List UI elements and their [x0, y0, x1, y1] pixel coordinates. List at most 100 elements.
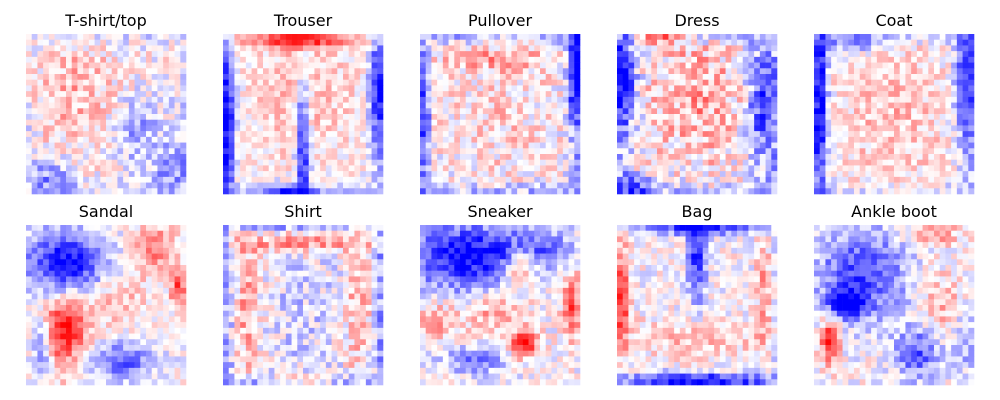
heatmap-cell: [331, 176, 338, 183]
heatmap-cell: [94, 182, 101, 189]
heatmap-cell: [134, 339, 141, 346]
heatmap-cell: [134, 276, 141, 283]
heatmap-cell: [268, 56, 275, 63]
heatmap-cell: [174, 79, 181, 86]
heatmap-cell: [465, 91, 472, 98]
heatmap-cell: [245, 51, 252, 58]
heatmap-cell: [303, 276, 310, 283]
heatmap-cell: [308, 230, 315, 237]
heatmap-cell: [916, 182, 923, 189]
heatmap-cell: [66, 119, 73, 126]
heatmap-cell: [377, 136, 384, 143]
heatmap-cell: [420, 176, 427, 183]
heatmap-cell: [528, 136, 535, 143]
heatmap-cell: [905, 91, 912, 98]
heatmap-cell: [528, 182, 535, 189]
heatmap-cell: [494, 74, 501, 81]
heatmap-cell: [83, 322, 90, 329]
heatmap-cell: [26, 34, 33, 41]
heatmap-cell: [377, 85, 384, 92]
heatmap-cell: [48, 96, 55, 103]
heatmap-cell: [437, 102, 444, 109]
heatmap-cell: [371, 119, 378, 126]
heatmap-cell: [748, 39, 755, 46]
heatmap-cell: [83, 68, 90, 75]
heatmap-cell: [308, 225, 315, 232]
heatmap-cell: [528, 96, 535, 103]
heatmap-cell: [88, 345, 95, 352]
heatmap-cell: [111, 108, 118, 115]
heatmap-cell: [168, 182, 175, 189]
heatmap-cell: [894, 165, 901, 172]
heatmap-cell: [128, 270, 135, 277]
panel-title: Shirt: [284, 202, 322, 221]
heatmap-cell: [157, 39, 164, 46]
heatmap-cell: [540, 79, 547, 86]
heatmap-cell: [865, 45, 872, 52]
heatmap-cell: [737, 79, 744, 86]
heatmap-cell: [111, 176, 118, 183]
heatmap-cell: [251, 225, 258, 232]
heatmap-cell: [911, 154, 918, 161]
heatmap-cell: [128, 350, 135, 357]
heatmap-cell: [77, 148, 84, 155]
heatmap-cell: [151, 356, 158, 363]
heatmap-cell: [280, 154, 287, 161]
heatmap-cell: [425, 125, 432, 132]
heatmap-cell: [320, 142, 327, 149]
panel-title: Sandal: [79, 202, 134, 221]
heatmap-cell: [939, 148, 946, 155]
heatmap-cell: [151, 74, 158, 81]
heatmap-cell: [905, 188, 912, 195]
heatmap-cell: [325, 154, 332, 161]
heatmap-cell: [685, 188, 692, 195]
heatmap-cell: [343, 176, 350, 183]
heatmap-cell: [168, 327, 175, 334]
heatmap-cell: [174, 108, 181, 115]
heatmap-cell: [836, 154, 843, 161]
heatmap-cell: [168, 230, 175, 237]
heatmap-panel-sandal: Sandal: [26, 202, 187, 386]
heatmap-cell: [146, 74, 153, 81]
heatmap-cell: [26, 350, 33, 357]
heatmap-cell: [365, 96, 372, 103]
heatmap-cell: [494, 34, 501, 41]
heatmap-cell: [180, 322, 187, 329]
heatmap-cell: [477, 125, 484, 132]
heatmap-cell: [43, 56, 50, 63]
heatmap-cell: [759, 45, 766, 52]
heatmap-cell: [320, 91, 327, 98]
heatmap-cell: [674, 154, 681, 161]
heatmap-cell: [106, 236, 113, 243]
heatmap-cell: [263, 79, 270, 86]
heatmap-cell: [725, 108, 732, 115]
heatmap-cell: [71, 142, 78, 149]
heatmap-cell: [639, 131, 646, 138]
heatmap-cell: [337, 276, 344, 283]
heatmap-cell: [134, 74, 141, 81]
heatmap-cell: [37, 125, 44, 132]
heatmap-cell: [297, 230, 304, 237]
heatmap-cell: [668, 45, 675, 52]
heatmap-cell: [303, 91, 310, 98]
heatmap-cell: [48, 142, 55, 149]
heatmap-cell: [377, 165, 384, 172]
heatmap-cell: [899, 85, 906, 92]
heatmap-cell: [314, 236, 321, 243]
heatmap-cell: [557, 171, 564, 178]
heatmap-cell: [859, 51, 866, 58]
heatmap-cell: [465, 74, 472, 81]
heatmap-cell: [377, 96, 384, 103]
heatmap-cell: [94, 39, 101, 46]
heatmap-cell: [251, 131, 258, 138]
heatmap-cell: [651, 142, 658, 149]
heatmap-cell: [223, 91, 230, 98]
heatmap-cell: [454, 85, 461, 92]
heatmap-cell: [157, 142, 164, 149]
heatmap-cell: [634, 102, 641, 109]
heatmap-cell: [622, 96, 629, 103]
heatmap-cell: [365, 131, 372, 138]
heatmap-cell: [905, 45, 912, 52]
heatmap-cell: [679, 85, 686, 92]
heatmap-cell: [697, 114, 704, 121]
